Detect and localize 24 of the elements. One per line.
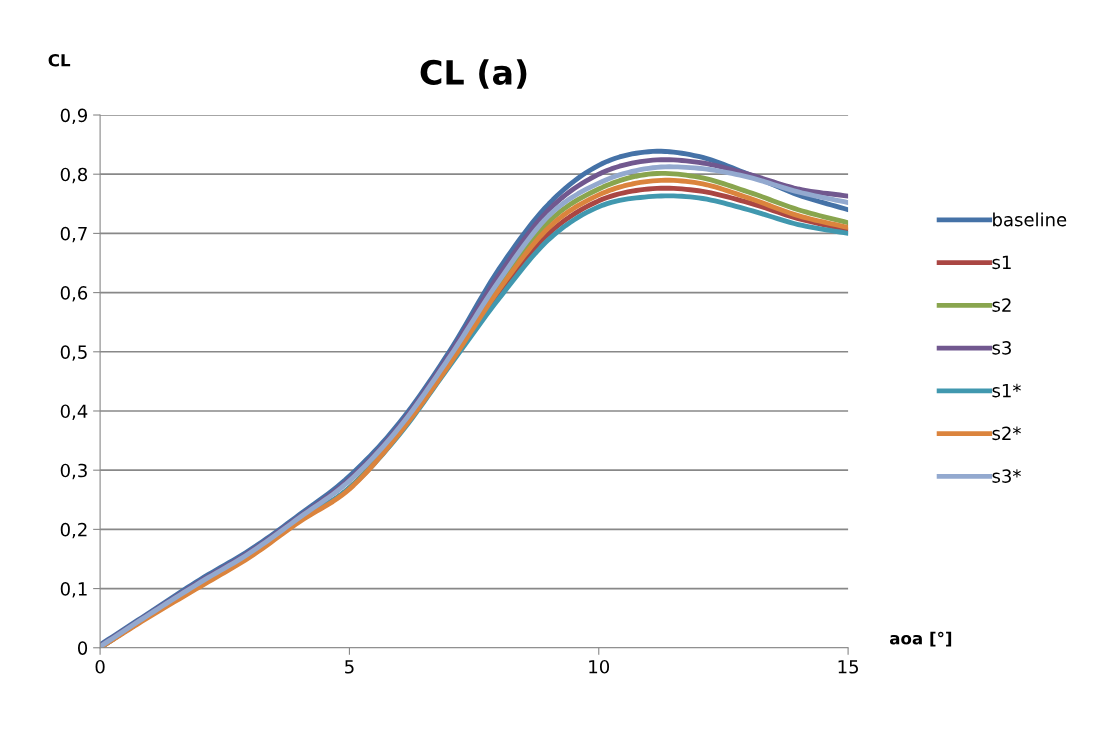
y-axis-title: CL bbox=[48, 53, 71, 67]
legend-label: s1 bbox=[992, 255, 1011, 270]
legend-label: s1* bbox=[992, 383, 1021, 398]
legend-label: s3 bbox=[992, 341, 1011, 355]
y-tick-label: 0,8 bbox=[60, 167, 88, 184]
y-tick-label: 0,7 bbox=[60, 226, 87, 243]
chart-title: CL (a) bbox=[420, 59, 527, 89]
x-tick-label: 0 bbox=[95, 659, 105, 674]
y-tick-label: 0,4 bbox=[60, 404, 88, 420]
x-tick-label: 15 bbox=[838, 660, 859, 674]
y-tick-label: 0,3 bbox=[60, 463, 87, 480]
legend-label: baseline bbox=[993, 212, 1067, 227]
legend-label: s3* bbox=[992, 469, 1021, 483]
y-tick-label: 0,5 bbox=[60, 345, 87, 361]
x-axis-title: aoa [°] bbox=[889, 631, 952, 647]
y-tick-label: 0,2 bbox=[60, 522, 87, 539]
y-tick-label: 0,6 bbox=[60, 286, 88, 302]
x-tick-label: 5 bbox=[345, 660, 354, 674]
legend-label: s2* bbox=[992, 426, 1021, 441]
legend-label: s2 bbox=[992, 298, 1011, 312]
y-tick-label: 0,9 bbox=[60, 108, 88, 124]
y-tick-label: 0,1 bbox=[60, 582, 87, 598]
x-tick-label: 10 bbox=[589, 659, 610, 674]
y-tick-label: 0 bbox=[78, 641, 88, 655]
